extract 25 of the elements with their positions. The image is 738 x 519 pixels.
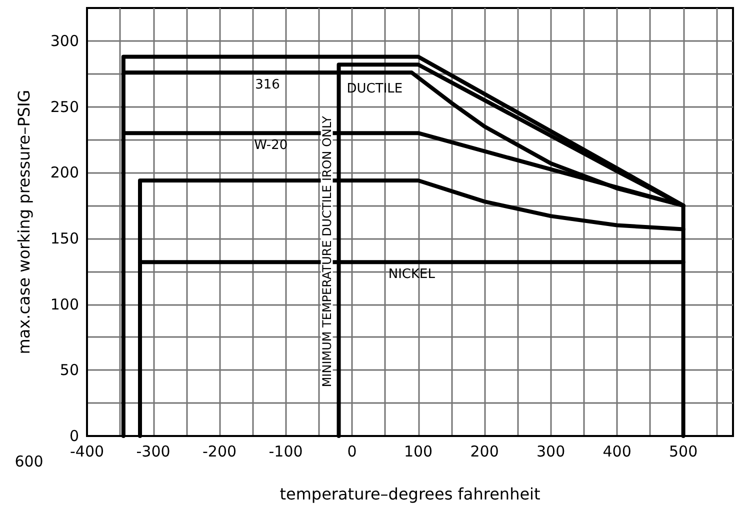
series-label: 316 <box>255 78 280 93</box>
series-label: DUCTILE <box>346 82 403 97</box>
series-label: NICKEL <box>388 267 436 282</box>
x-tick-label: -300 <box>136 442 170 460</box>
x-tick-label: 300 <box>536 442 566 460</box>
y-tick-label: 300 <box>50 32 79 50</box>
x-tick-label: -400 <box>70 442 104 460</box>
y-tick-label: 100 <box>50 295 79 314</box>
x-tick-label: -100 <box>268 442 303 460</box>
x-tick-label: 500 <box>668 442 698 460</box>
y-tick-label: 250 <box>50 98 79 116</box>
x-tick-label: 0 <box>347 442 357 460</box>
annotation: MINIMUM TEMPERATURE DUCTILE IRON ONLY <box>320 115 334 388</box>
y-tick-label: 200 <box>50 164 79 182</box>
x-axis-title: temperature–degrees fahrenheit <box>280 484 540 504</box>
y-tick-label: 50 <box>60 361 79 380</box>
series-label: W-20 <box>254 138 288 154</box>
text: 600 <box>14 452 44 470</box>
x-tick-label: 200 <box>470 442 499 460</box>
y-tick-label: 0 <box>69 427 79 445</box>
x-tick-label: 400 <box>602 442 632 460</box>
x-tick-label: 100 <box>404 442 433 460</box>
x-tick-label: -200 <box>202 442 237 460</box>
y-axis-title: max.case working pressure–PSIG <box>14 90 34 354</box>
y-tick-label: 150 <box>50 229 79 248</box>
